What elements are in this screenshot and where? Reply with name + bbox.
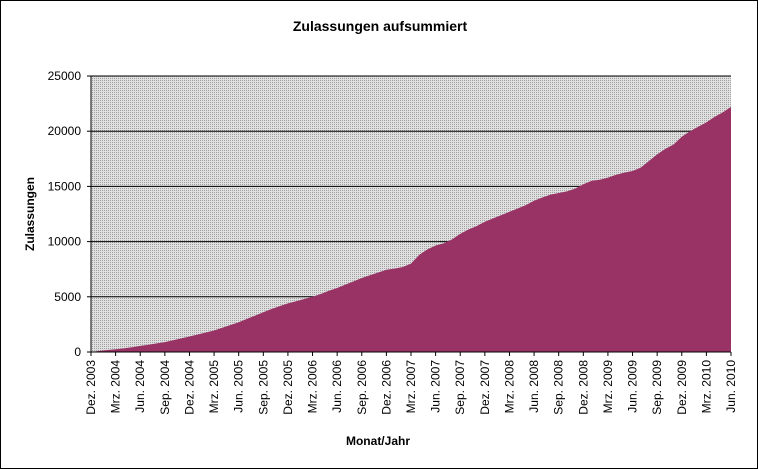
x-tick-label: Jun. 2008 — [527, 360, 541, 413]
y-axis-label: Zulassungen — [23, 177, 37, 251]
y-tick-label: 20000 — [48, 124, 82, 138]
x-tick-label: Jun. 2007 — [429, 360, 443, 413]
x-tick-label: Dez. 2007 — [478, 360, 492, 415]
x-tick-label: Sep. 2004 — [158, 360, 172, 415]
y-tick-label: 10000 — [48, 235, 82, 249]
x-tick-label: Mrz. 2006 — [306, 360, 320, 414]
x-tick-label: Sep. 2005 — [256, 360, 270, 415]
x-tick-label: Mrz. 2010 — [699, 360, 713, 414]
x-tick-label: Jun. 2009 — [626, 360, 640, 413]
x-tick-label: Sep. 2008 — [552, 360, 566, 415]
x-tick-label: Mrz. 2007 — [404, 360, 418, 414]
x-tick-label: Sep. 2006 — [355, 360, 369, 415]
x-tick-label: Dez. 2008 — [576, 360, 590, 415]
x-tick-label: Mrz. 2008 — [502, 360, 516, 414]
x-tick-label: Dez. 2005 — [281, 360, 295, 415]
x-tick-label: Mrz. 2009 — [601, 360, 615, 414]
chart-title: Zulassungen aufsummiert — [293, 18, 468, 34]
x-tick-label: Dez. 2006 — [379, 360, 393, 415]
x-tick-label: Jun. 2006 — [330, 360, 344, 413]
x-tick-label: Dez. 2003 — [84, 360, 98, 415]
x-tick-label: Sep. 2007 — [453, 360, 467, 415]
x-tick-label: Dez. 2009 — [675, 360, 689, 415]
y-tick-label: 25000 — [48, 69, 82, 83]
area — [91, 106, 731, 352]
x-axis-label: Monat/Jahr — [346, 434, 410, 448]
x-tick-label: Sep. 2009 — [650, 360, 664, 415]
y-tick-label: 15000 — [48, 179, 82, 193]
x-tick-label: Jun. 2005 — [232, 360, 246, 413]
x-tick-label: Mrz. 2004 — [109, 360, 123, 414]
x-tick-label: Jun. 2004 — [133, 360, 147, 413]
x-tick-label: Jun. 2010 — [724, 360, 738, 413]
x-tick-label: Mrz. 2005 — [207, 360, 221, 414]
y-tick-label: 5000 — [54, 290, 81, 304]
x-tick-label: Dez. 2004 — [182, 360, 196, 415]
y-tick-label: 0 — [74, 345, 81, 359]
